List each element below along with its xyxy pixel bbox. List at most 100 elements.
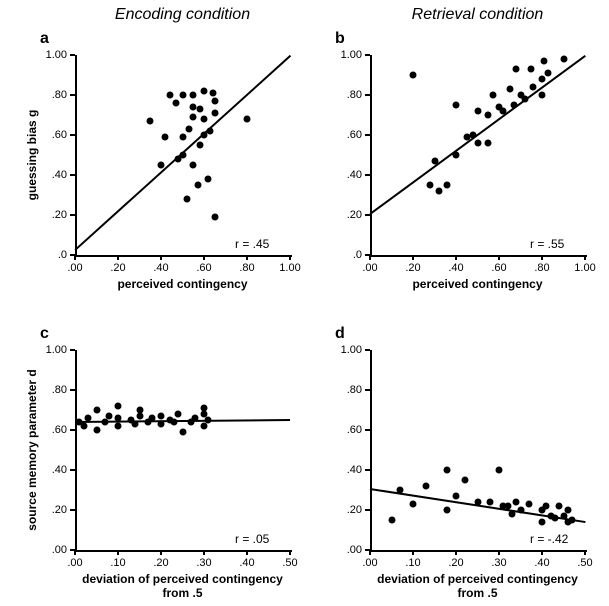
xtick-label: .40 — [239, 557, 254, 569]
data-point — [93, 427, 100, 434]
xlabel-b: perceived contingency — [370, 277, 585, 291]
ytick-label: .0 — [58, 249, 67, 261]
data-point — [205, 176, 212, 183]
data-point — [410, 72, 417, 79]
data-point — [136, 407, 143, 414]
data-point — [149, 415, 156, 422]
data-point — [194, 182, 201, 189]
ytick-label: .80 — [52, 89, 67, 101]
figure: Encoding condition Retrieval condition a… — [0, 0, 609, 606]
r-label-c: r = .05 — [235, 532, 269, 546]
panel-label-c: c — [40, 325, 49, 343]
data-point — [521, 96, 528, 103]
data-point — [158, 413, 165, 420]
data-point — [192, 415, 199, 422]
data-point — [474, 499, 481, 506]
data-point — [106, 413, 113, 420]
r-label-a: r = .45 — [235, 237, 269, 251]
data-point — [560, 56, 567, 63]
data-point — [190, 114, 197, 121]
data-point — [513, 66, 520, 73]
data-point — [543, 503, 550, 510]
data-point — [569, 517, 576, 524]
data-point — [388, 517, 395, 524]
data-point — [506, 86, 513, 93]
data-point — [508, 511, 515, 518]
ytick-label: .60 — [347, 424, 362, 436]
data-point — [427, 182, 434, 189]
data-point — [185, 126, 192, 133]
xtick-label: .40 — [534, 557, 549, 569]
ytick-label: .20 — [347, 209, 362, 221]
data-point — [545, 70, 552, 77]
data-point — [183, 196, 190, 203]
ytick-label: 1.00 — [46, 49, 67, 61]
xtick-label: .20 — [405, 262, 420, 274]
xtick-label: .30 — [196, 557, 211, 569]
xtick-label: 1.00 — [279, 262, 300, 274]
data-point — [500, 108, 507, 115]
panel-label-b: b — [335, 30, 345, 48]
ytick-label: .80 — [347, 89, 362, 101]
data-point — [564, 507, 571, 514]
ytick-label: 1.00 — [341, 49, 362, 61]
ytick-label: .80 — [347, 384, 362, 396]
r-label-b: r = .55 — [530, 237, 564, 251]
ytick-label: .40 — [52, 464, 67, 476]
data-point — [551, 515, 558, 522]
data-point — [179, 92, 186, 99]
data-point — [115, 403, 122, 410]
data-point — [84, 415, 91, 422]
data-point — [147, 118, 154, 125]
data-point — [444, 467, 451, 474]
data-point — [496, 467, 503, 474]
data-point — [115, 423, 122, 430]
data-point — [485, 112, 492, 119]
data-point — [173, 100, 180, 107]
ytick-label: 1.00 — [46, 344, 67, 356]
data-point — [470, 132, 477, 139]
xtick-label: .00 — [362, 557, 377, 569]
ytick-label: .40 — [52, 169, 67, 181]
data-point — [115, 415, 122, 422]
data-point — [201, 405, 208, 412]
data-point — [461, 477, 468, 484]
data-point — [474, 108, 481, 115]
data-point — [201, 88, 208, 95]
data-point — [166, 92, 173, 99]
ylabel-a: guessing bias g — [25, 55, 39, 255]
data-point — [170, 419, 177, 426]
data-point — [474, 140, 481, 147]
ytick-label: .40 — [347, 169, 362, 181]
data-point — [444, 182, 451, 189]
data-point — [397, 487, 404, 494]
data-point — [201, 116, 208, 123]
data-point — [539, 76, 546, 83]
xtick-label: .40 — [448, 262, 463, 274]
data-point — [201, 423, 208, 430]
data-point — [453, 102, 460, 109]
data-point — [175, 411, 182, 418]
plot-area-c — [75, 350, 292, 552]
data-point — [541, 58, 548, 65]
r-label-d: r = -.42 — [530, 532, 568, 546]
xtick-label: .60 — [196, 262, 211, 274]
xtick-label: .20 — [448, 557, 463, 569]
data-point — [422, 483, 429, 490]
xtick-label: .10 — [110, 557, 125, 569]
ytick-label: .60 — [52, 129, 67, 141]
xlabel-d: deviation of perceived contingency from … — [370, 572, 585, 600]
xtick-label: .30 — [491, 557, 506, 569]
panel-label-a: a — [40, 30, 49, 48]
ytick-label: 1.00 — [341, 344, 362, 356]
xtick-label: 1.00 — [574, 262, 595, 274]
panel-label-d: d — [335, 325, 345, 343]
data-point — [196, 142, 203, 149]
data-point — [528, 66, 535, 73]
data-point — [207, 128, 214, 135]
data-point — [205, 417, 212, 424]
data-point — [162, 134, 169, 141]
data-point — [190, 92, 197, 99]
data-point — [211, 110, 218, 117]
data-point — [489, 92, 496, 99]
